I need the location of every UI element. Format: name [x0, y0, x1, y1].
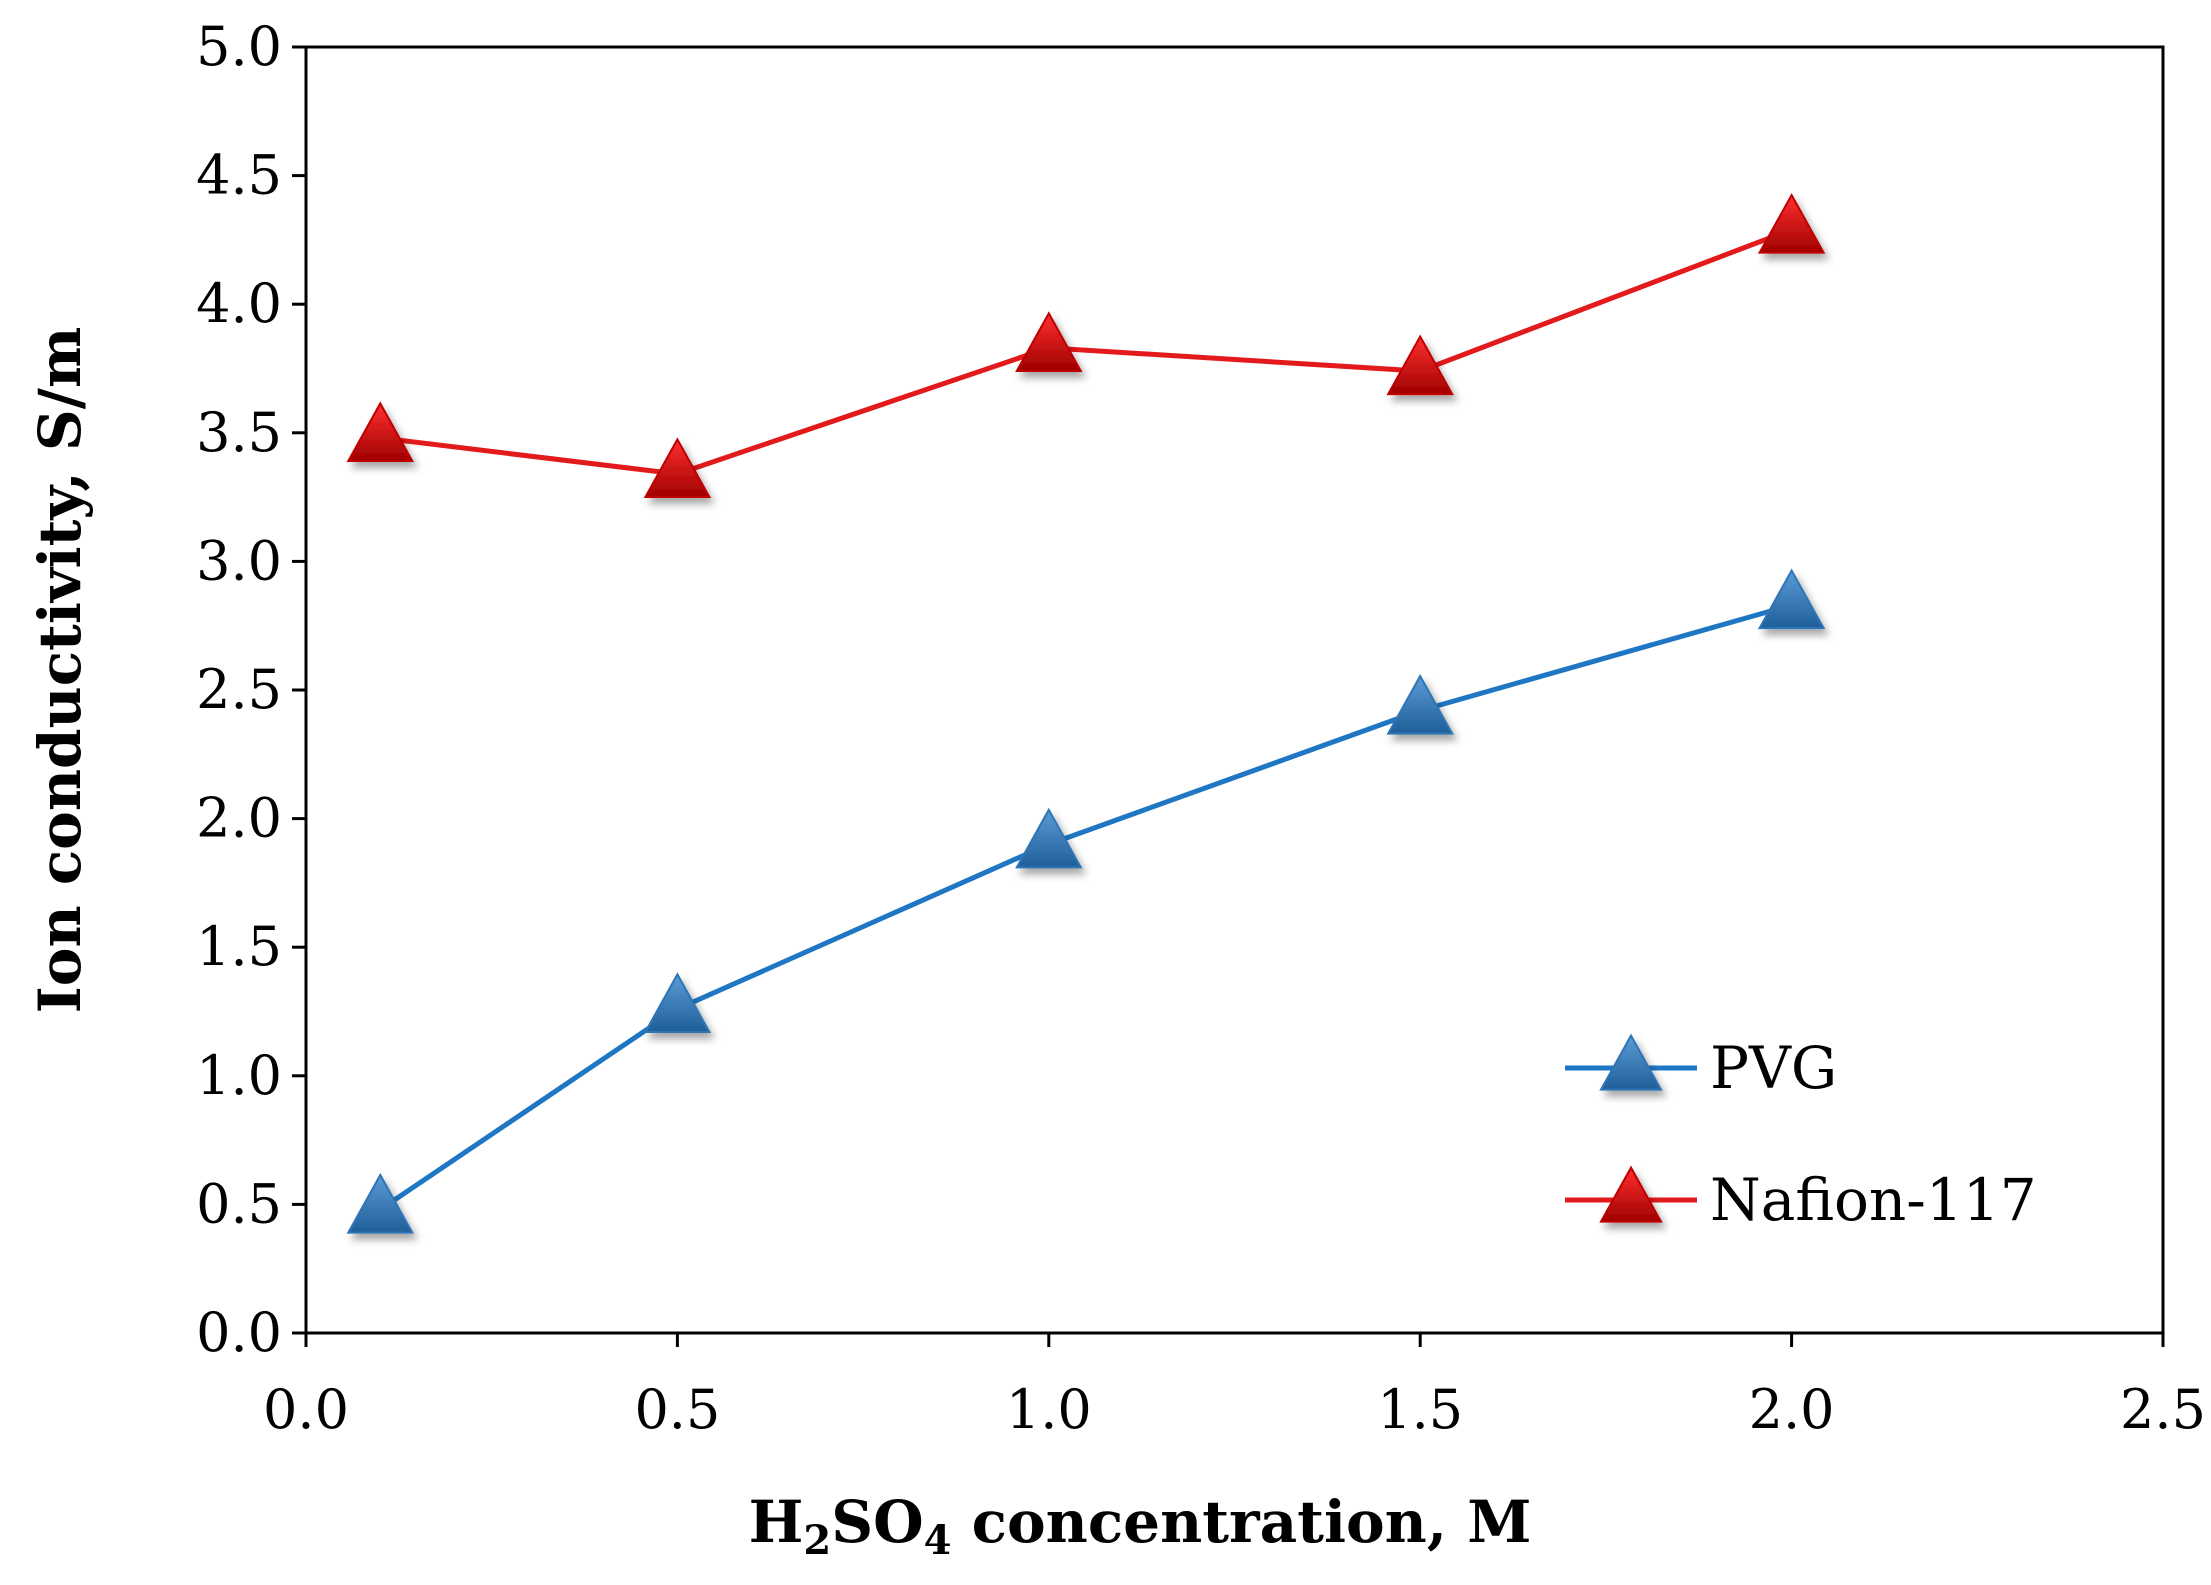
y-tick-label: 4.5 — [196, 144, 282, 207]
x-tick-label: 2.0 — [1749, 1378, 1835, 1441]
data-point-nafion-117 — [1757, 192, 1826, 254]
data-point-nafion-117 — [346, 401, 414, 462]
x-axis-title: H2SO4 concentration, M — [749, 1488, 1532, 1564]
y-tick-label: 5.0 — [196, 15, 282, 78]
x-tick-label: 1.5 — [1377, 1378, 1463, 1441]
plot-area — [304, 45, 2165, 1335]
x-tick-label: 0.0 — [263, 1378, 349, 1441]
legend: PVG Nafion-117 — [1565, 1033, 2037, 1234]
y-tick-label: 2.0 — [196, 787, 282, 850]
data-point-pvg — [1015, 807, 1083, 869]
x-tick-label: 0.5 — [634, 1378, 720, 1441]
legend-marker-nafion-117 — [1599, 1165, 1663, 1223]
legend-label-nafion-117: Nafion-117 — [1710, 1166, 2037, 1234]
x-tick-label: 1.0 — [1006, 1378, 1092, 1441]
y-tick-label: 2.5 — [196, 658, 282, 721]
y-tick-label: 3.0 — [196, 529, 282, 592]
y-axis-ticks: 0.0 0.5 1.0 1.5 2.0 2.5 3.0 3.5 4.0 4.5 5.0 — [196, 15, 306, 1364]
y-tick-label: 0.0 — [196, 1301, 282, 1364]
data-point-pvg — [643, 972, 712, 1033]
y-tick-label: 1.0 — [196, 1044, 282, 1107]
y-tick-label: 1.5 — [196, 915, 282, 978]
y-tick-label: 4.0 — [196, 272, 282, 335]
x-tick-label: 2.5 — [2120, 1378, 2206, 1441]
data-point-pvg — [1757, 568, 1826, 630]
data-point-nafion-117 — [643, 437, 712, 498]
y-tick-label: 0.5 — [196, 1172, 282, 1235]
data-point-pvg — [1386, 673, 1454, 735]
legend-label-pvg: PVG — [1710, 1034, 1837, 1102]
y-tick-label: 3.5 — [196, 401, 282, 464]
series-markers — [346, 192, 1826, 1234]
data-point-nafion-117 — [1386, 334, 1454, 396]
legend-marker-pvg — [1599, 1033, 1663, 1091]
y-axis-title: Ion conductivity, S/m — [26, 327, 94, 1014]
x-axis-ticks: 0.0 0.5 1.0 1.5 2.0 2.5 — [263, 1333, 2206, 1441]
data-point-nafion-117 — [1015, 311, 1083, 372]
data-point-pvg — [346, 1172, 414, 1234]
